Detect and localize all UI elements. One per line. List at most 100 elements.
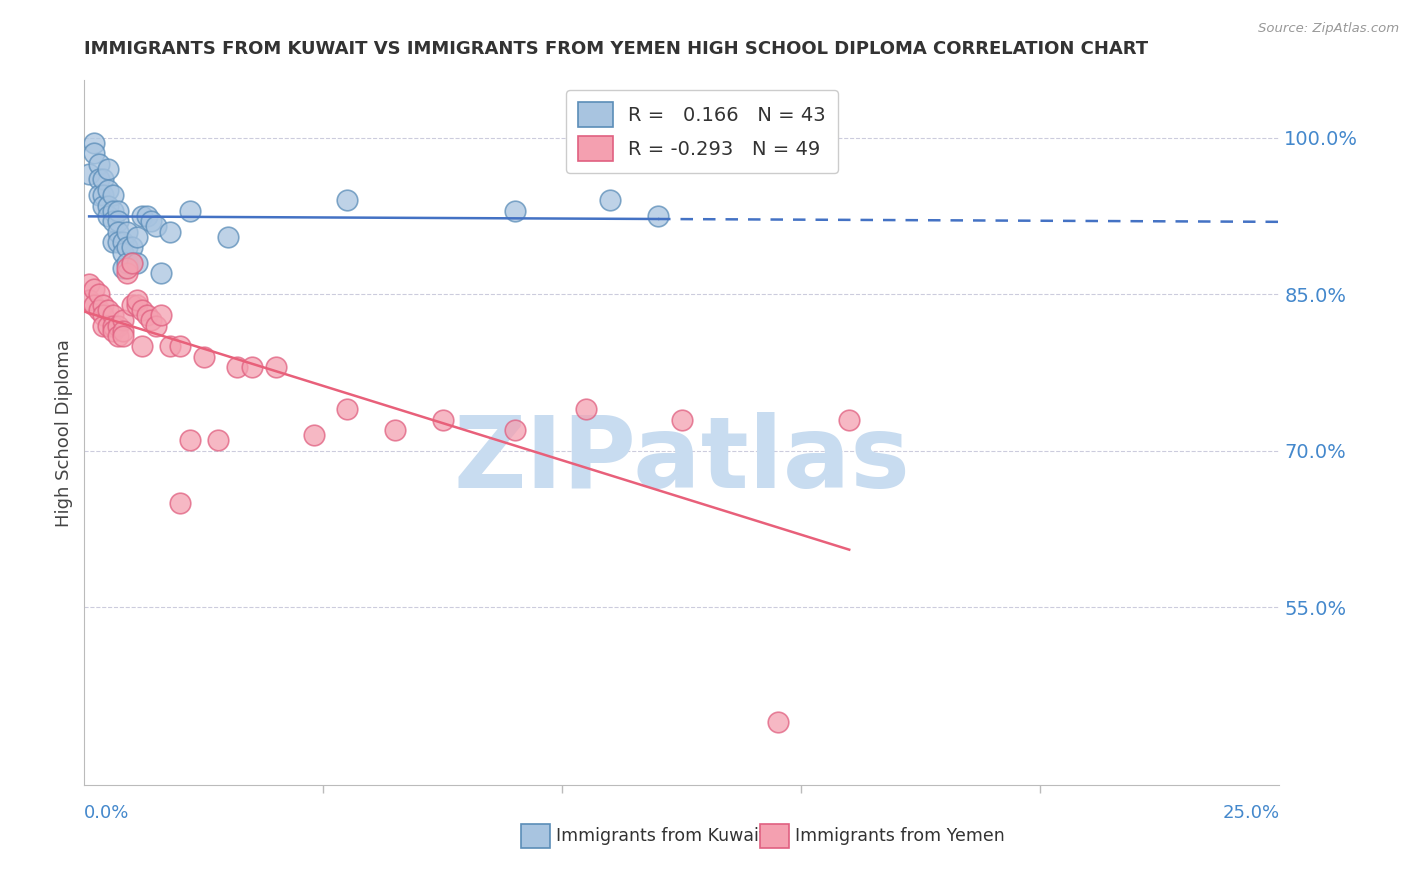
Point [107,214,129,228]
Point [125,298,148,312]
Point [117,256,139,270]
Point [83,298,105,312]
Point [169,339,191,353]
Point [107,203,129,218]
Point [575,402,598,417]
Point [97,302,120,317]
Bar [520,823,551,848]
Text: 0.0%: 0.0% [84,804,129,822]
Point [131,209,153,223]
Point [671,412,693,426]
Point [101,214,124,228]
Point [117,267,139,281]
Point [83,136,105,150]
Point [83,146,105,161]
Point [97,161,120,176]
Point [145,219,167,234]
Point [121,256,143,270]
Point [226,360,249,375]
Point [217,230,239,244]
Point [87,157,110,171]
Y-axis label: High School Diploma: High School Diploma [55,339,73,526]
Point [264,360,287,375]
Point [107,225,129,239]
Point [117,261,139,276]
Point [77,167,100,181]
Point [77,277,100,291]
Point [503,423,526,437]
Point [169,496,191,510]
Point [101,203,124,218]
Point [149,308,172,322]
Legend: R =   0.166   N = 43, R = -0.293   N = 49: R = 0.166 N = 43, R = -0.293 N = 49 [567,90,838,173]
Point [101,308,124,322]
Point [87,172,110,186]
Point [111,313,134,327]
Point [207,434,229,448]
Point [141,313,163,327]
Point [125,293,148,307]
Text: IMMIGRANTS FROM KUWAIT VS IMMIGRANTS FROM YEMEN HIGH SCHOOL DIPLOMA CORRELATION : IMMIGRANTS FROM KUWAIT VS IMMIGRANTS FRO… [84,40,1149,58]
Point [117,240,139,254]
Point [647,209,669,223]
Point [121,240,143,254]
Point [141,214,163,228]
Point [240,360,263,375]
Point [101,188,124,202]
Point [93,172,115,186]
Point [336,194,359,208]
Point [111,261,134,276]
Point [107,318,129,333]
Point [101,324,124,338]
Point [121,298,143,312]
Point [179,434,201,448]
Point [135,209,157,223]
Point [97,318,120,333]
Point [93,308,115,322]
Point [384,423,406,437]
Text: Immigrants from Kuwait: Immigrants from Kuwait [557,827,766,845]
Point [135,308,157,322]
Point [179,203,201,218]
Point [97,198,120,212]
Point [111,329,134,343]
Point [503,203,526,218]
Point [87,188,110,202]
Bar [759,823,790,848]
Point [107,235,129,249]
Point [432,412,454,426]
Point [111,245,134,260]
Point [111,235,134,249]
Point [599,194,621,208]
Text: Immigrants from Yemen: Immigrants from Yemen [796,827,1005,845]
Point [302,428,325,442]
Point [87,302,110,317]
Point [766,715,789,730]
Text: Source: ZipAtlas.com: Source: ZipAtlas.com [1258,22,1399,36]
Point [117,225,139,239]
Point [83,282,105,296]
Point [131,339,153,353]
Point [125,256,148,270]
Point [111,324,134,338]
Point [159,339,181,353]
Point [149,267,172,281]
Point [336,402,359,417]
Point [193,350,215,364]
Point [145,318,167,333]
Point [101,235,124,249]
Point [77,293,100,307]
Point [97,183,120,197]
Point [159,225,181,239]
Point [125,230,148,244]
Point [93,188,115,202]
Point [838,412,860,426]
Point [97,209,120,223]
Point [101,318,124,333]
Point [93,318,115,333]
Point [93,198,115,212]
Point [93,298,115,312]
Point [107,329,129,343]
Text: 25.0%: 25.0% [1222,804,1279,822]
Text: ZIPatlas: ZIPatlas [454,412,910,509]
